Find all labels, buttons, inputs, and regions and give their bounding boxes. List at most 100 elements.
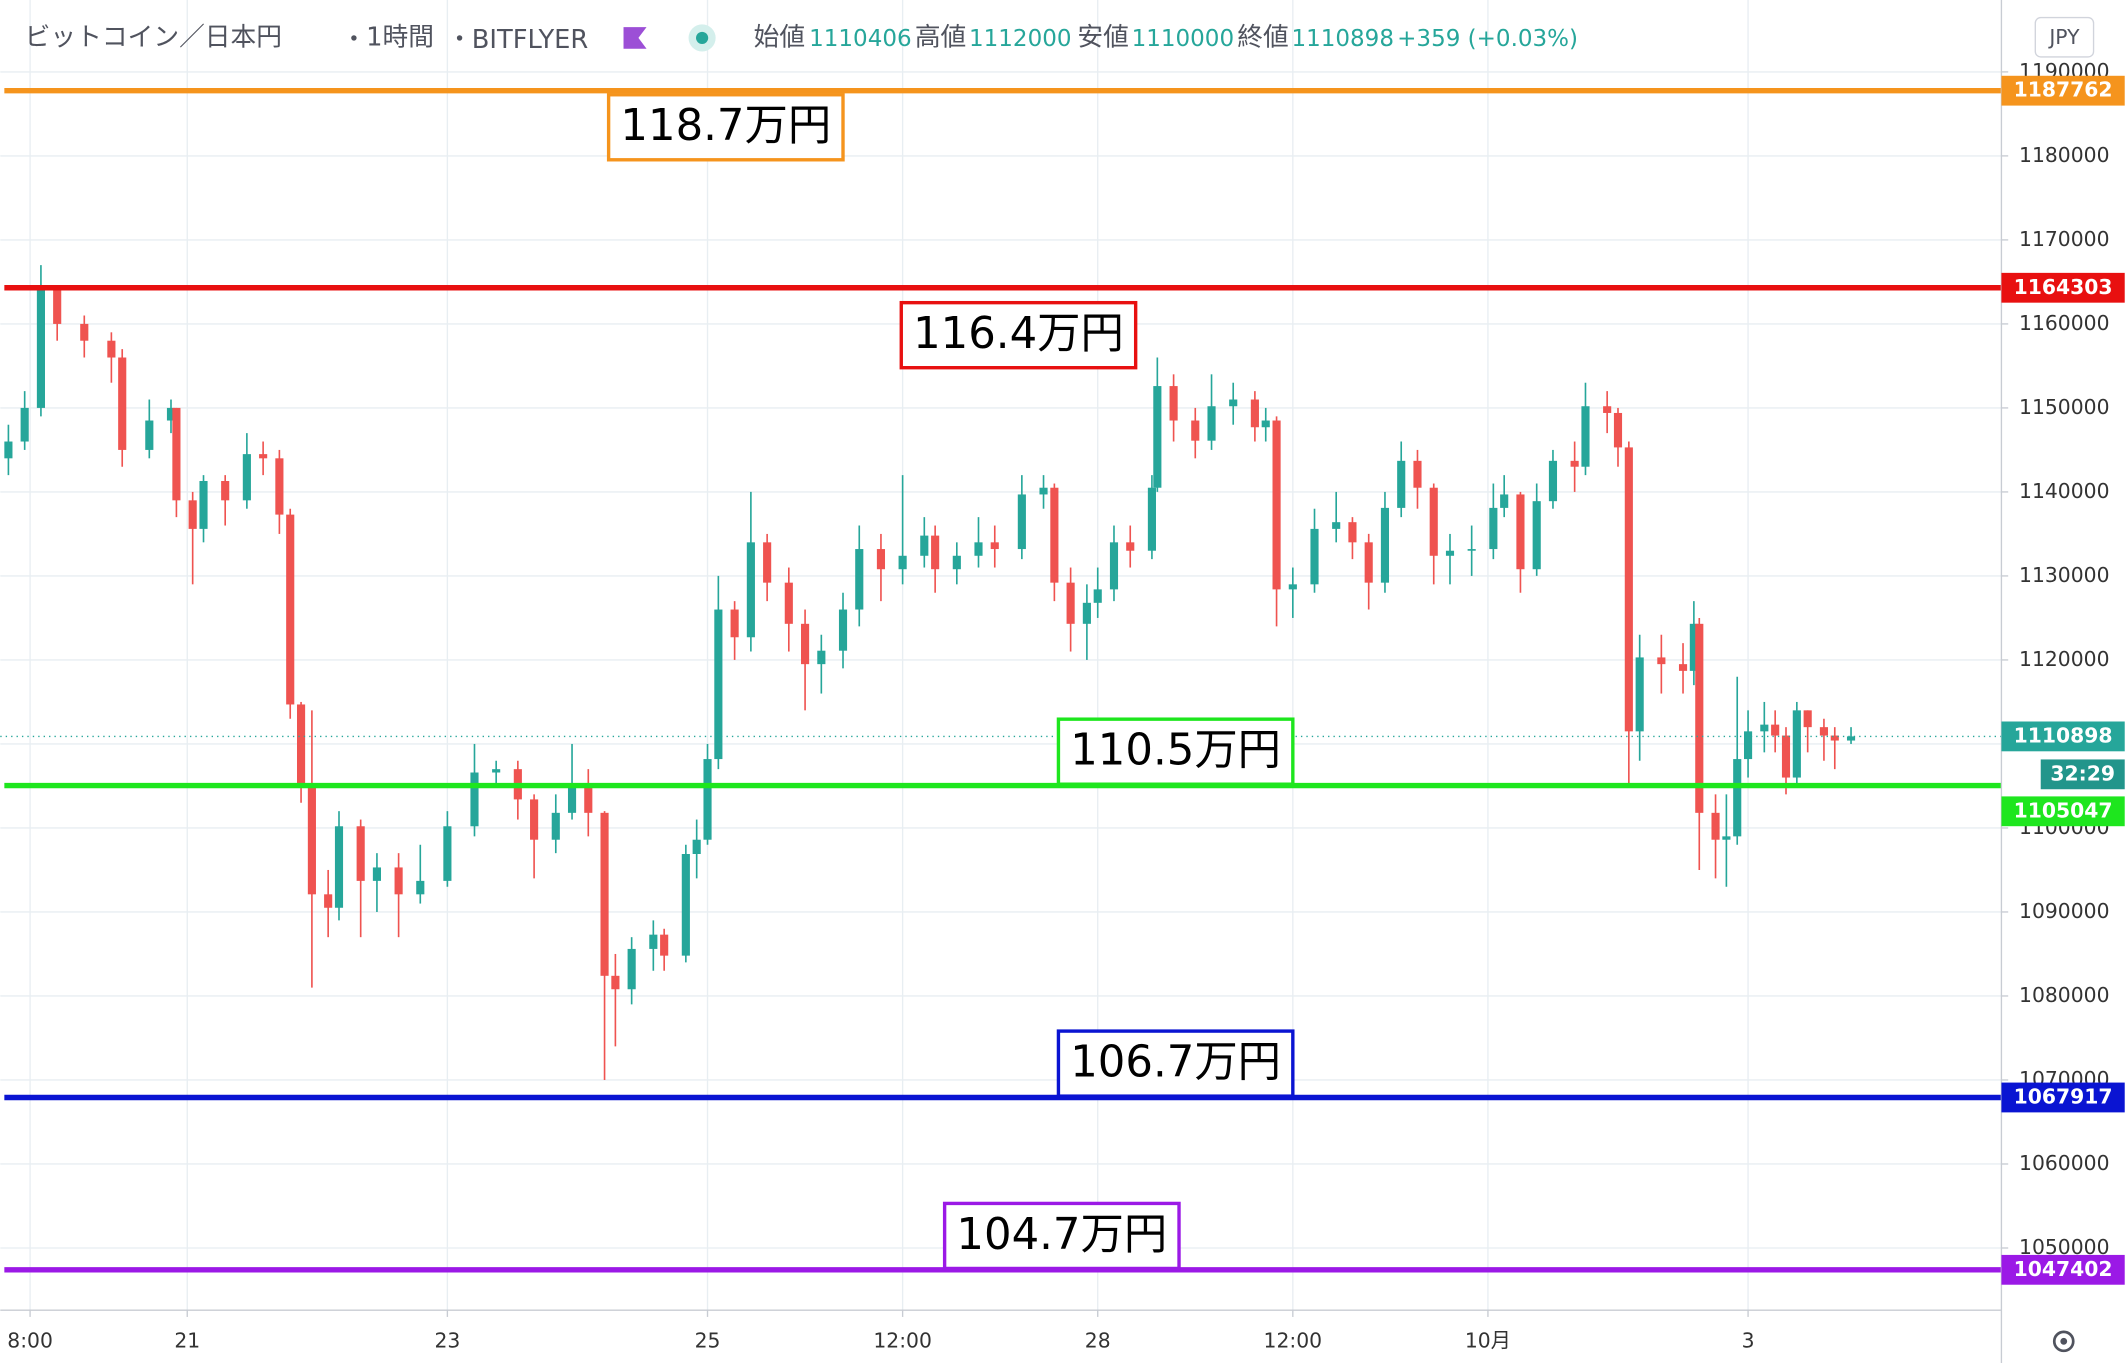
candle-body [838, 609, 848, 651]
level-label: 118.7万円 [620, 101, 831, 151]
level-price-tag [2001, 272, 2125, 303]
candle-body [627, 948, 636, 990]
candle-body [1153, 386, 1162, 488]
candle-body [898, 555, 907, 570]
x-tick-label: 12:00 [873, 1328, 932, 1352]
candle-body [1050, 487, 1059, 583]
ohlc-value: 1110898 [1291, 26, 1394, 52]
gear[interactable] [2052, 1330, 2075, 1353]
y-tick-label: 1130000 [2019, 563, 2109, 587]
candle-body [1467, 549, 1476, 551]
candle-body [324, 894, 333, 908]
y-tick-label: 1170000 [2019, 227, 2109, 251]
candle-body [649, 934, 658, 949]
candle-body [1711, 812, 1720, 840]
y-tick-label: 1120000 [2019, 647, 2109, 671]
candle-body [53, 290, 62, 324]
level-price-tag [2001, 1254, 2125, 1285]
level-label-box [942, 1201, 1181, 1271]
level-price: 1047402 [2014, 1257, 2113, 1281]
candle-body [1803, 710, 1812, 728]
y-tick-label: 1080000 [2019, 983, 2109, 1007]
candle-body [1695, 623, 1704, 813]
candle-body [551, 812, 560, 840]
candle-body [611, 975, 620, 990]
candle-body [1147, 487, 1156, 551]
level-label-box [899, 300, 1138, 370]
candle-body [221, 481, 230, 501]
candle-body [1722, 836, 1731, 840]
candle-body [703, 759, 712, 840]
candle-body [372, 867, 381, 881]
candle-body [107, 340, 116, 358]
currency-button[interactable] [2034, 16, 2095, 58]
x-tick-label: 12:00 [1264, 1328, 1323, 1352]
x-tick-label: 10月 [1465, 1328, 1511, 1352]
candle-body [1397, 460, 1406, 508]
candle-body [394, 867, 403, 895]
candle-body [1830, 735, 1839, 741]
candle-body [188, 500, 197, 529]
ohlc-label: 高値 [915, 22, 966, 52]
candle-body [1229, 399, 1238, 407]
candle-body [990, 542, 999, 550]
candle-body [1613, 412, 1623, 448]
candle-body [1445, 550, 1455, 556]
ohlc-value: 1110406 [809, 26, 912, 52]
level-label-box [606, 93, 845, 162]
candle-body [307, 785, 316, 895]
ohlc-label: 始値 [754, 22, 805, 52]
y-tick-label: 1060000 [2019, 1151, 2109, 1175]
candle-body [660, 934, 669, 956]
level-label: 104.7万円 [956, 1210, 1167, 1260]
candle-body [974, 542, 983, 556]
candle-body [952, 555, 961, 570]
candle-body [1548, 460, 1558, 502]
candle-body [1771, 724, 1780, 736]
candle-body [1380, 507, 1390, 583]
level-price-tag [2001, 796, 2125, 827]
currency[interactable]: JPY [2047, 25, 2080, 49]
candle-body [334, 826, 344, 908]
header: ビットコイン／日本円 1時間 BITFLYER 始値 1110406 高値 11… [25, 16, 2095, 58]
candle-body [1364, 542, 1373, 583]
symbol: ビットコイン／日本円 [25, 22, 282, 52]
candle-body [1310, 528, 1319, 585]
x-tick-label: 25 [695, 1328, 721, 1352]
candle-body [1348, 522, 1357, 543]
plot: 118.7万円 116.4万円 110.5万円 106.7万円 104.7万円 [0, 87, 2002, 1273]
flag-icon[interactable] [623, 27, 647, 49]
candle-body [1581, 406, 1590, 467]
level-price: 1067917 [2014, 1084, 2113, 1108]
candle-body [356, 826, 365, 881]
settings-icon[interactable] [2052, 1330, 2075, 1353]
candle-body [1516, 494, 1525, 570]
candle-body [4, 441, 13, 459]
candle-body [1207, 406, 1216, 441]
candle-body [801, 623, 810, 665]
candle-body [1250, 399, 1259, 428]
candle-body [763, 542, 772, 583]
candle-body [1109, 542, 1119, 590]
ohlc-value: 1112000 [969, 26, 1072, 52]
level-price: 1187762 [2014, 78, 2113, 102]
candle-body [1272, 420, 1281, 590]
level-label: 110.5万円 [1070, 726, 1281, 776]
level-price-tag [2001, 75, 2125, 106]
candle-body [118, 357, 127, 450]
candle-body [1760, 724, 1769, 732]
candle-body [1429, 487, 1438, 556]
candle-body [730, 609, 739, 638]
gear-center[interactable] [2060, 1337, 2068, 1345]
x-tick-label: 3 [1742, 1328, 1755, 1352]
candle-body [1017, 494, 1026, 550]
level-label: 106.7万円 [1070, 1037, 1281, 1087]
x-tick-label: 21 [174, 1328, 200, 1352]
candle-body [1635, 657, 1644, 732]
candle-body [1169, 386, 1178, 421]
candle-body [1603, 406, 1612, 413]
candle-body [1288, 584, 1297, 590]
x-tick-label: 28 [1085, 1328, 1111, 1352]
candle-body [1781, 735, 1791, 778]
